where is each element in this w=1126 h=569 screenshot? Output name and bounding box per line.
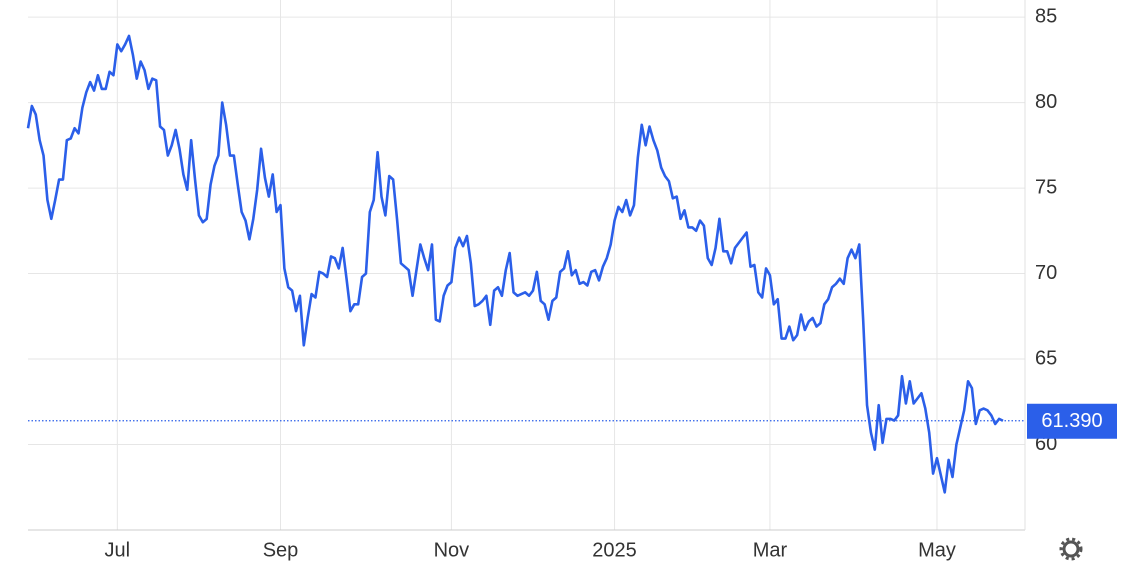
settings-icon[interactable]: [1059, 537, 1083, 561]
y-tick-label: 65: [1035, 347, 1057, 369]
y-tick-label: 85: [1035, 5, 1057, 27]
y-tick-label: 70: [1035, 262, 1057, 284]
y-tick-label: 75: [1035, 176, 1057, 198]
last-value-box: [1027, 403, 1117, 439]
x-tick-label: May: [918, 539, 956, 561]
last-value-label: 61.390: [1041, 410, 1102, 432]
x-tick-label: Jul: [105, 539, 131, 561]
gear-teeth: [1059, 537, 1083, 561]
x-tick-label: 2025: [592, 539, 637, 561]
price-line: [26, 34, 1004, 494]
x-tick-label: Nov: [434, 539, 470, 561]
x-tick-label: Mar: [753, 539, 788, 561]
x-tick-label: Sep: [263, 539, 299, 561]
y-tick-label: 80: [1035, 91, 1057, 113]
gear-ring: [1062, 540, 1080, 558]
